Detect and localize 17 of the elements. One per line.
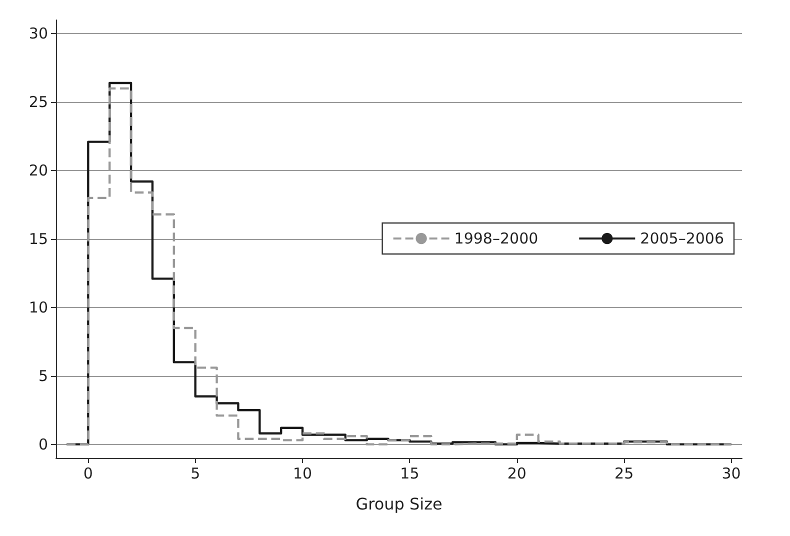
y-tick-label: 5 <box>38 366 48 385</box>
x-tick-label: 30 <box>722 464 741 482</box>
x-tick-label: 5 <box>190 464 200 482</box>
x-tick-label: 0 <box>83 464 93 482</box>
x-tick-label: 20 <box>507 464 526 482</box>
legend-label: 2005–2006 <box>640 230 724 248</box>
y-tick-label: 25 <box>28 93 48 112</box>
y-tick-label: 20 <box>28 162 48 180</box>
x-axis-title: Group Size <box>356 494 442 514</box>
legend-label: 1998–2000 <box>454 230 538 248</box>
x-tick-label: 10 <box>292 464 312 482</box>
x-tick-label: 25 <box>614 464 634 482</box>
y-tick-label: 0 <box>38 435 48 454</box>
y-tick-label: 15 <box>28 230 48 248</box>
y-tick-label: 30 <box>28 24 48 43</box>
x-tick-label: 15 <box>400 464 420 482</box>
y-tick-label: 10 <box>28 298 48 316</box>
